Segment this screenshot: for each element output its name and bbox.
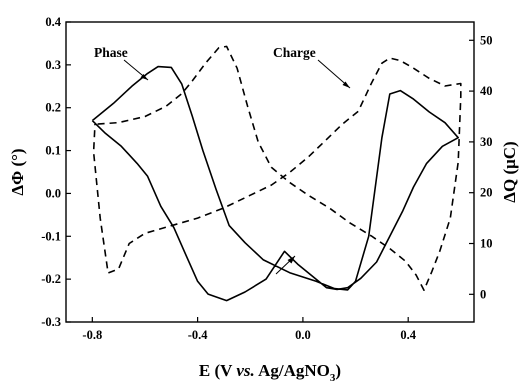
series-phase-line xyxy=(91,65,459,302)
plot-frame xyxy=(65,21,475,323)
annotation-phase-arrowhead xyxy=(140,74,148,80)
annotation-layer: Phase Charge xyxy=(94,45,351,275)
y-right-axis-label: ΔQ (μC) xyxy=(500,141,519,202)
series-charge-line xyxy=(92,45,462,291)
y-left-tick-label: -0.3 xyxy=(41,315,61,329)
y-left-tick-label: 0.0 xyxy=(45,186,61,200)
y-right-tick-label: 30 xyxy=(480,135,493,149)
x-tick-label: 0.0 xyxy=(295,328,311,342)
y-left-tick-label: -0.2 xyxy=(41,272,61,286)
y-left-tick-label: 0.2 xyxy=(45,101,61,115)
y-right-tick-label: 20 xyxy=(480,186,493,200)
series-layer xyxy=(91,45,462,302)
x-axis-label-subscript: 3 xyxy=(330,372,336,384)
x-axis-label-part: E (V xyxy=(199,361,236,380)
x-axis-label: E (V vs. Ag/AgNO3) xyxy=(199,361,341,384)
x-tick-label: -0.4 xyxy=(188,328,209,342)
x-axis-label-part: ) xyxy=(335,361,341,380)
y-right-tick-label: 10 xyxy=(480,237,493,251)
annotation-charge-arrowhead xyxy=(342,81,350,88)
y-left-tick-label: 0.4 xyxy=(45,15,61,29)
y-left-tick-label: 0.3 xyxy=(45,58,61,72)
x-axis-label-part: Ag/AgNO xyxy=(255,361,330,380)
y-right-tick-label: 0 xyxy=(480,287,486,301)
x-tick-label: -0.8 xyxy=(82,328,102,342)
x-tick-label: 0.4 xyxy=(400,328,416,342)
y-left-tick-label: -0.1 xyxy=(41,229,61,243)
y-left-tick-label: 0.1 xyxy=(45,144,61,158)
y-right-tick-label: 50 xyxy=(480,33,493,47)
annotation-phase-label: Phase xyxy=(94,45,128,60)
y-right-tick-label: 40 xyxy=(480,84,493,98)
sweep-direction-arrowhead xyxy=(287,256,295,264)
y-left-axis-label: ΔΦ (°) xyxy=(8,148,27,195)
annotation-charge-label: Charge xyxy=(273,45,316,60)
ticks-layer: -0.8 -0.4 0.0 0.4 -0.3 -0.2 -0.1 0.0 0.1 0.2 0.3 0.… xyxy=(41,15,492,342)
x-axis-label-part: vs. xyxy=(236,361,254,380)
